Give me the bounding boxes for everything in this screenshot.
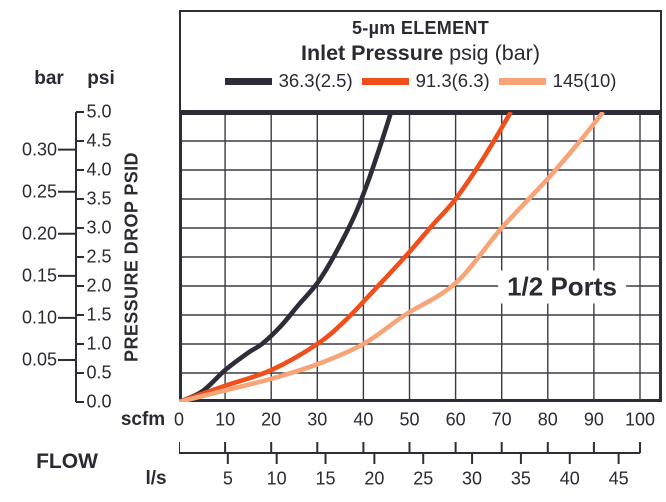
legend: 36.3(2.5) 91.3(6.3) 145(10) (181, 70, 660, 92)
bar-tick-label: 0.25 (21, 181, 57, 202)
legend-item: 91.3(6.3) (361, 70, 490, 92)
legend-label: 36.3(2.5) (278, 70, 353, 91)
scfm-tick-label: 70 (491, 409, 512, 430)
chart-header-box: 5-µm ELEMENT Inlet Pressure psig (bar) 3… (179, 10, 662, 112)
psi-tick-label: 4.0 (86, 159, 112, 180)
psi-tick-label: 1.5 (86, 304, 112, 325)
plot-area: 1/2 Ports (179, 112, 662, 402)
psi-tick-label: 2.0 (86, 275, 112, 296)
scfm-tick-label: 90 (583, 409, 604, 430)
ls-tick-label: 10 (266, 468, 287, 489)
y-axis-ticks (58, 111, 84, 403)
psi-tick-label: 2.5 (86, 246, 112, 267)
bar-tick-label: 0.05 (21, 349, 57, 370)
ports-annotation: 1/2 Ports (498, 270, 626, 304)
scfm-tick-label: 30 (307, 409, 328, 430)
bar-tick-label: 0.20 (21, 223, 57, 244)
psi-tick-label: 3.0 (86, 217, 112, 238)
bar-tick-label: 0.15 (21, 265, 57, 286)
scfm-tick-label: 10 (215, 409, 236, 430)
psi-tick-label: 4.5 (86, 130, 112, 151)
bar-tick-label: 0.30 (21, 139, 57, 160)
inlet-pressure-title-bold: Inlet Pressure (300, 41, 444, 65)
inlet-pressure-title-units: psig (bar) (443, 41, 540, 65)
ls-tick-label: 40 (559, 468, 580, 489)
ls-axis-label: l/s (145, 468, 167, 489)
curve-145-psig (179, 112, 605, 402)
ls-tick-label: 5 (222, 468, 233, 489)
ls-tick-label: 30 (462, 468, 483, 489)
curve-36.3-psig (179, 112, 394, 402)
legend-swatch-145-line (498, 77, 546, 85)
ls-tick-label: 35 (510, 468, 531, 489)
bar-axis-header: bar (34, 68, 64, 89)
y-axis-title: PRESSURE DROP PSID (121, 152, 142, 362)
inlet-pressure-title: Inlet Pressure psig (bar) (181, 41, 660, 66)
legend-item: 145(10) (498, 70, 617, 92)
scfm-tick-label: 20 (261, 409, 282, 430)
scfm-tick-label: 50 (399, 409, 420, 430)
legend-swatch-36-line (224, 77, 272, 85)
scfm-tick-label: 40 (353, 409, 374, 430)
scfm-tick-label: 100 (624, 409, 656, 430)
ls-tick-label: 25 (413, 468, 434, 489)
curve-91.3-psig (179, 112, 513, 402)
ls-tick-label: 20 (364, 468, 385, 489)
grid-and-curves (179, 112, 662, 402)
ls-tick-label: 45 (608, 468, 629, 489)
legend-label: 91.3(6.3) (415, 70, 490, 91)
element-title: 5-µm ELEMENT (352, 18, 489, 38)
legend-label: 145(10) (552, 70, 617, 91)
psi-tick-label: 0.0 (86, 391, 112, 412)
psi-tick-label: 3.5 (86, 188, 112, 209)
scfm-tick-label: 60 (445, 409, 466, 430)
psi-tick-label: 0.5 (86, 362, 112, 383)
scfm-axis-label: scfm (120, 409, 166, 430)
x-axis-ticks (179, 442, 641, 464)
psi-tick-label: 1.0 (86, 333, 112, 354)
psi-axis-header: psi (87, 68, 115, 89)
scfm-tick-label: 0 (173, 409, 185, 430)
legend-swatch-91-line (361, 77, 409, 85)
flow-axis-title: FLOW (36, 450, 98, 473)
bar-tick-label: 0.10 (21, 307, 57, 328)
ls-tick-label: 15 (315, 468, 336, 489)
legend-item: 36.3(2.5) (224, 70, 353, 92)
scfm-tick-label: 80 (537, 409, 558, 430)
psi-tick-label: 5.0 (86, 101, 112, 122)
